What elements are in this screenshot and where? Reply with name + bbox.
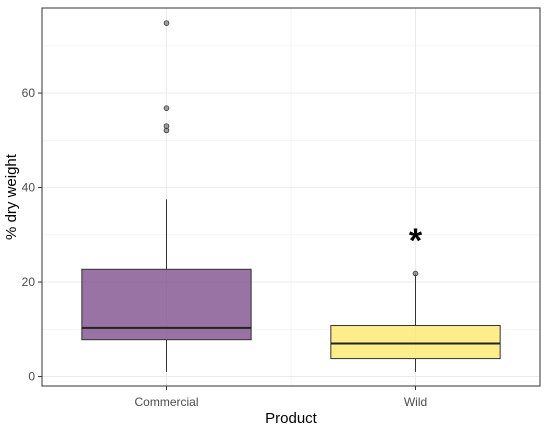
significance-annotation: * xyxy=(409,222,423,260)
y-axis-title: % dry weight xyxy=(3,153,20,240)
box-group xyxy=(330,270,501,372)
x-tick-label: Commercial xyxy=(134,395,198,409)
annotations: * xyxy=(409,222,423,260)
panel-border xyxy=(41,7,541,387)
x-tick-label: Wild xyxy=(404,395,427,409)
y-tick-label: 60 xyxy=(22,86,36,100)
y-tick-label: 20 xyxy=(22,275,36,289)
outlier-point xyxy=(412,270,419,277)
box-iqr xyxy=(330,325,501,360)
y-tick-label: 40 xyxy=(22,181,36,195)
x-axis-ticks: Commercial Wild xyxy=(134,386,427,409)
boxplot-boxes xyxy=(81,20,501,372)
y-tick-label: 0 xyxy=(28,370,35,384)
outlier-point xyxy=(163,105,170,111)
x-axis-title: Product xyxy=(265,410,318,427)
box-group xyxy=(81,20,252,372)
y-axis-ticks: 0 20 40 60 xyxy=(22,86,42,384)
box-iqr xyxy=(81,268,252,341)
outlier-point xyxy=(163,123,170,129)
outlier-point xyxy=(163,20,170,26)
